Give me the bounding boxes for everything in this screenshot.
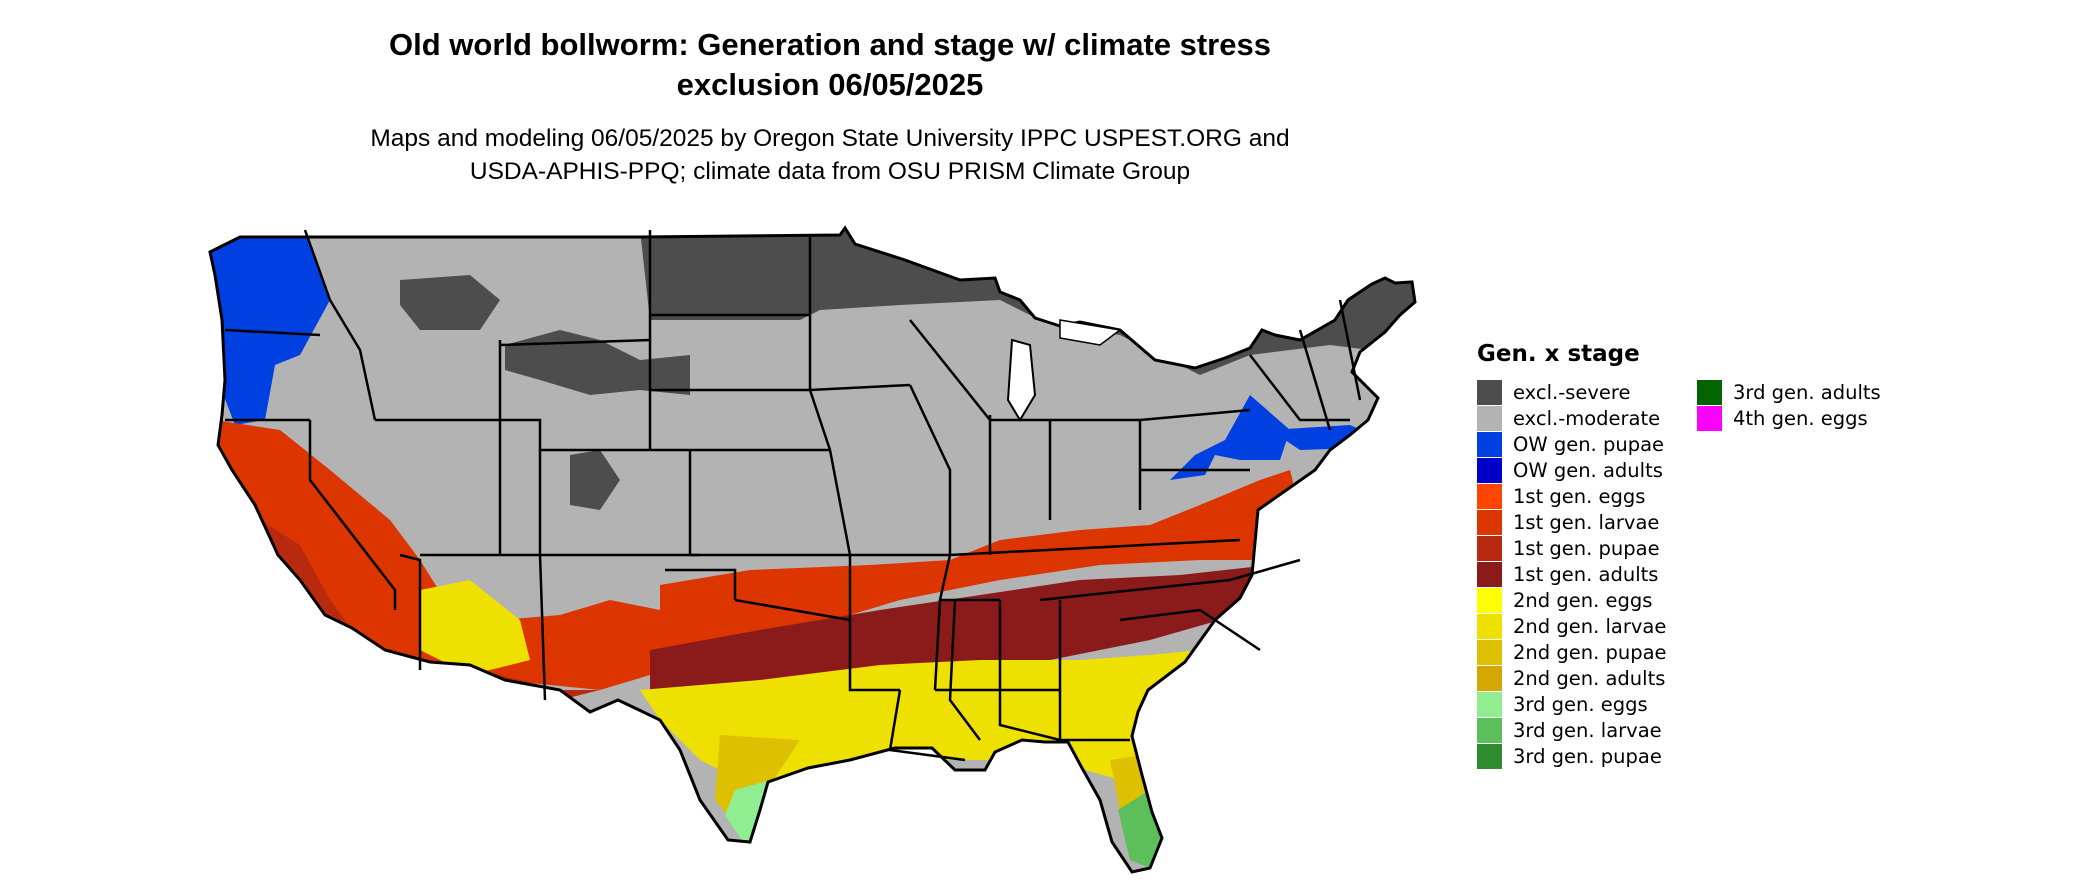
border-great-lakes-south (909, 319, 1251, 422)
zone-2nd-larvae-arizona (420, 580, 530, 675)
lake-superior (1059, 319, 1122, 346)
border-ms-east (948, 599, 981, 741)
legend-swatch (1477, 406, 1502, 431)
zone-excl-severe-mountain (400, 275, 690, 510)
border-az-nm (538, 554, 547, 701)
map-subtitle-line2: USDA-APHIS-PPQ; climate data from OSU PR… (469, 158, 1191, 185)
legend-swatch (1477, 666, 1502, 691)
zone-ow-pupae-east (1170, 395, 1385, 480)
legend-label: 2nd gen. eggs (1513, 589, 1653, 612)
legend-label: 3rd gen. larvae (1513, 719, 1662, 742)
border-ca-nv (308, 420, 397, 610)
map-subtitle: Maps and modeling 06/05/2025 by Oregon S… (370, 125, 1290, 152)
border-ut-wy (498, 340, 690, 452)
legend-swatch (1477, 458, 1502, 483)
zone-1st-larvae-east (660, 470, 1300, 650)
zone-ow-pupae-west (210, 230, 330, 425)
legend-label: excl.-severe (1513, 381, 1631, 404)
border-ms-river (933, 599, 942, 691)
border-ok-panhandle (665, 568, 737, 600)
legend-label: 1st gen. larvae (1513, 511, 1660, 534)
legend-label: 1st gen. adults (1513, 563, 1659, 586)
legend-swatch (1477, 536, 1502, 561)
border-az-west (399, 553, 422, 670)
border-mo-ar (850, 553, 1000, 602)
legend-swatch (1477, 484, 1502, 509)
border-ok-tx (734, 598, 851, 622)
legend-label: 3rd gen. pupae (1513, 745, 1662, 768)
border-ky-tn (949, 538, 1241, 557)
border-nh-me (1338, 299, 1362, 401)
legend-label: 3rd gen. adults (1733, 381, 1881, 404)
map-title-line2: exclusion 06/05/2025 (676, 67, 984, 102)
legend-swatch (1477, 562, 1502, 587)
legend-label: 2nd gen. larvae (1513, 615, 1667, 638)
legend-label: 3rd gen. eggs (1513, 693, 1648, 716)
legend-swatch (1477, 588, 1502, 613)
zone-1st-adults (650, 565, 1270, 700)
border-wa-or (224, 328, 321, 337)
lake-michigan (1006, 338, 1037, 422)
legend-label: 2nd gen. pupae (1513, 641, 1667, 664)
legend-label: excl.-moderate (1513, 407, 1661, 430)
border-mississippi (908, 384, 952, 555)
border-al-west (998, 600, 1061, 742)
legend-swatch (1477, 640, 1502, 665)
border-al-ga (1058, 600, 1130, 742)
border-nc-sc (1229, 558, 1301, 582)
legend-swatch (1477, 432, 1502, 457)
legend-swatch (1477, 510, 1502, 535)
legend-swatch (1477, 718, 1502, 743)
border-tn-south (1039, 578, 1231, 602)
legend-swatch (1477, 744, 1502, 769)
legend-label: OW gen. adults (1513, 459, 1663, 482)
border-id-west (303, 229, 377, 421)
map-title: Old world bollworm: Generation and stage… (389, 27, 1271, 62)
legend-title: Gen. x stage (1477, 341, 1640, 367)
legend-swatch (1477, 692, 1502, 717)
legend-label: 1st gen. eggs (1513, 485, 1646, 508)
legend-label: OW gen. pupae (1513, 433, 1665, 456)
legend-label: 4th gen. eggs (1733, 407, 1868, 430)
legend-label: 2nd gen. adults (1513, 667, 1666, 690)
state-borders (224, 229, 1362, 762)
zone-2nd-pupae (715, 735, 1150, 830)
border-ks-mo (828, 449, 852, 556)
us-outline (208, 225, 1417, 874)
border-ny-south (1249, 354, 1350, 422)
legend-swatch (1477, 380, 1502, 405)
legend-swatch (1697, 406, 1722, 431)
border-vt-nh (1298, 329, 1332, 431)
border-la-ms (888, 689, 966, 762)
legend-label: 1st gen. pupae (1513, 537, 1660, 560)
legend-swatch (1477, 614, 1502, 639)
legend-swatch (1697, 380, 1722, 405)
border-ia-mn (809, 383, 911, 392)
border-sc-ga (1119, 608, 1261, 652)
border-ar-la (848, 620, 900, 692)
